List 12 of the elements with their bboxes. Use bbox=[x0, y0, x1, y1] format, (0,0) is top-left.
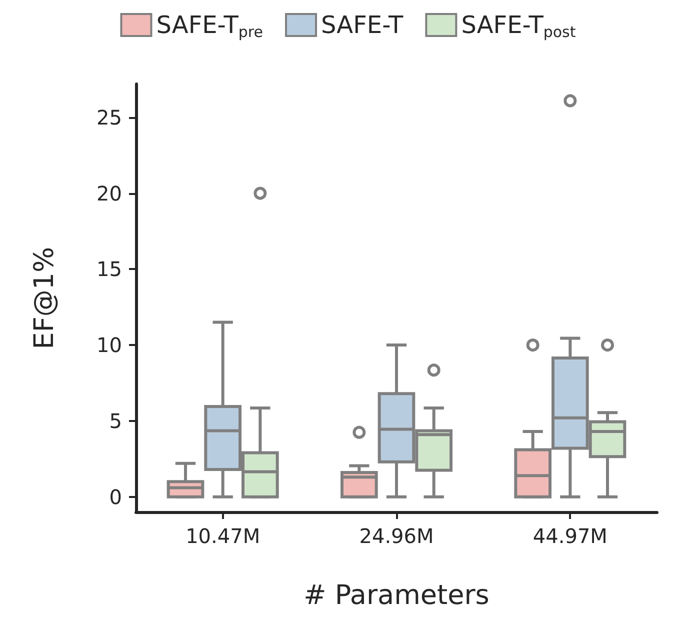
x-tick-label: 24.96M bbox=[359, 524, 434, 548]
y-tick-label: 0 bbox=[109, 484, 122, 509]
y-tick-label: 25 bbox=[96, 105, 122, 130]
legend-label: SAFE-T bbox=[321, 11, 404, 39]
y-tick-label: 20 bbox=[96, 181, 122, 206]
x-axis-title: # Parameters bbox=[304, 580, 490, 611]
y-axis-title: EF@1% bbox=[29, 246, 60, 350]
x-tick-label: 44.97M bbox=[532, 524, 608, 548]
x-tick-label: 10.47M bbox=[186, 524, 260, 548]
y-tick-label: 15 bbox=[96, 257, 122, 282]
y-tick-label: 5 bbox=[109, 408, 122, 433]
y-tick-label: 10 bbox=[96, 333, 122, 358]
